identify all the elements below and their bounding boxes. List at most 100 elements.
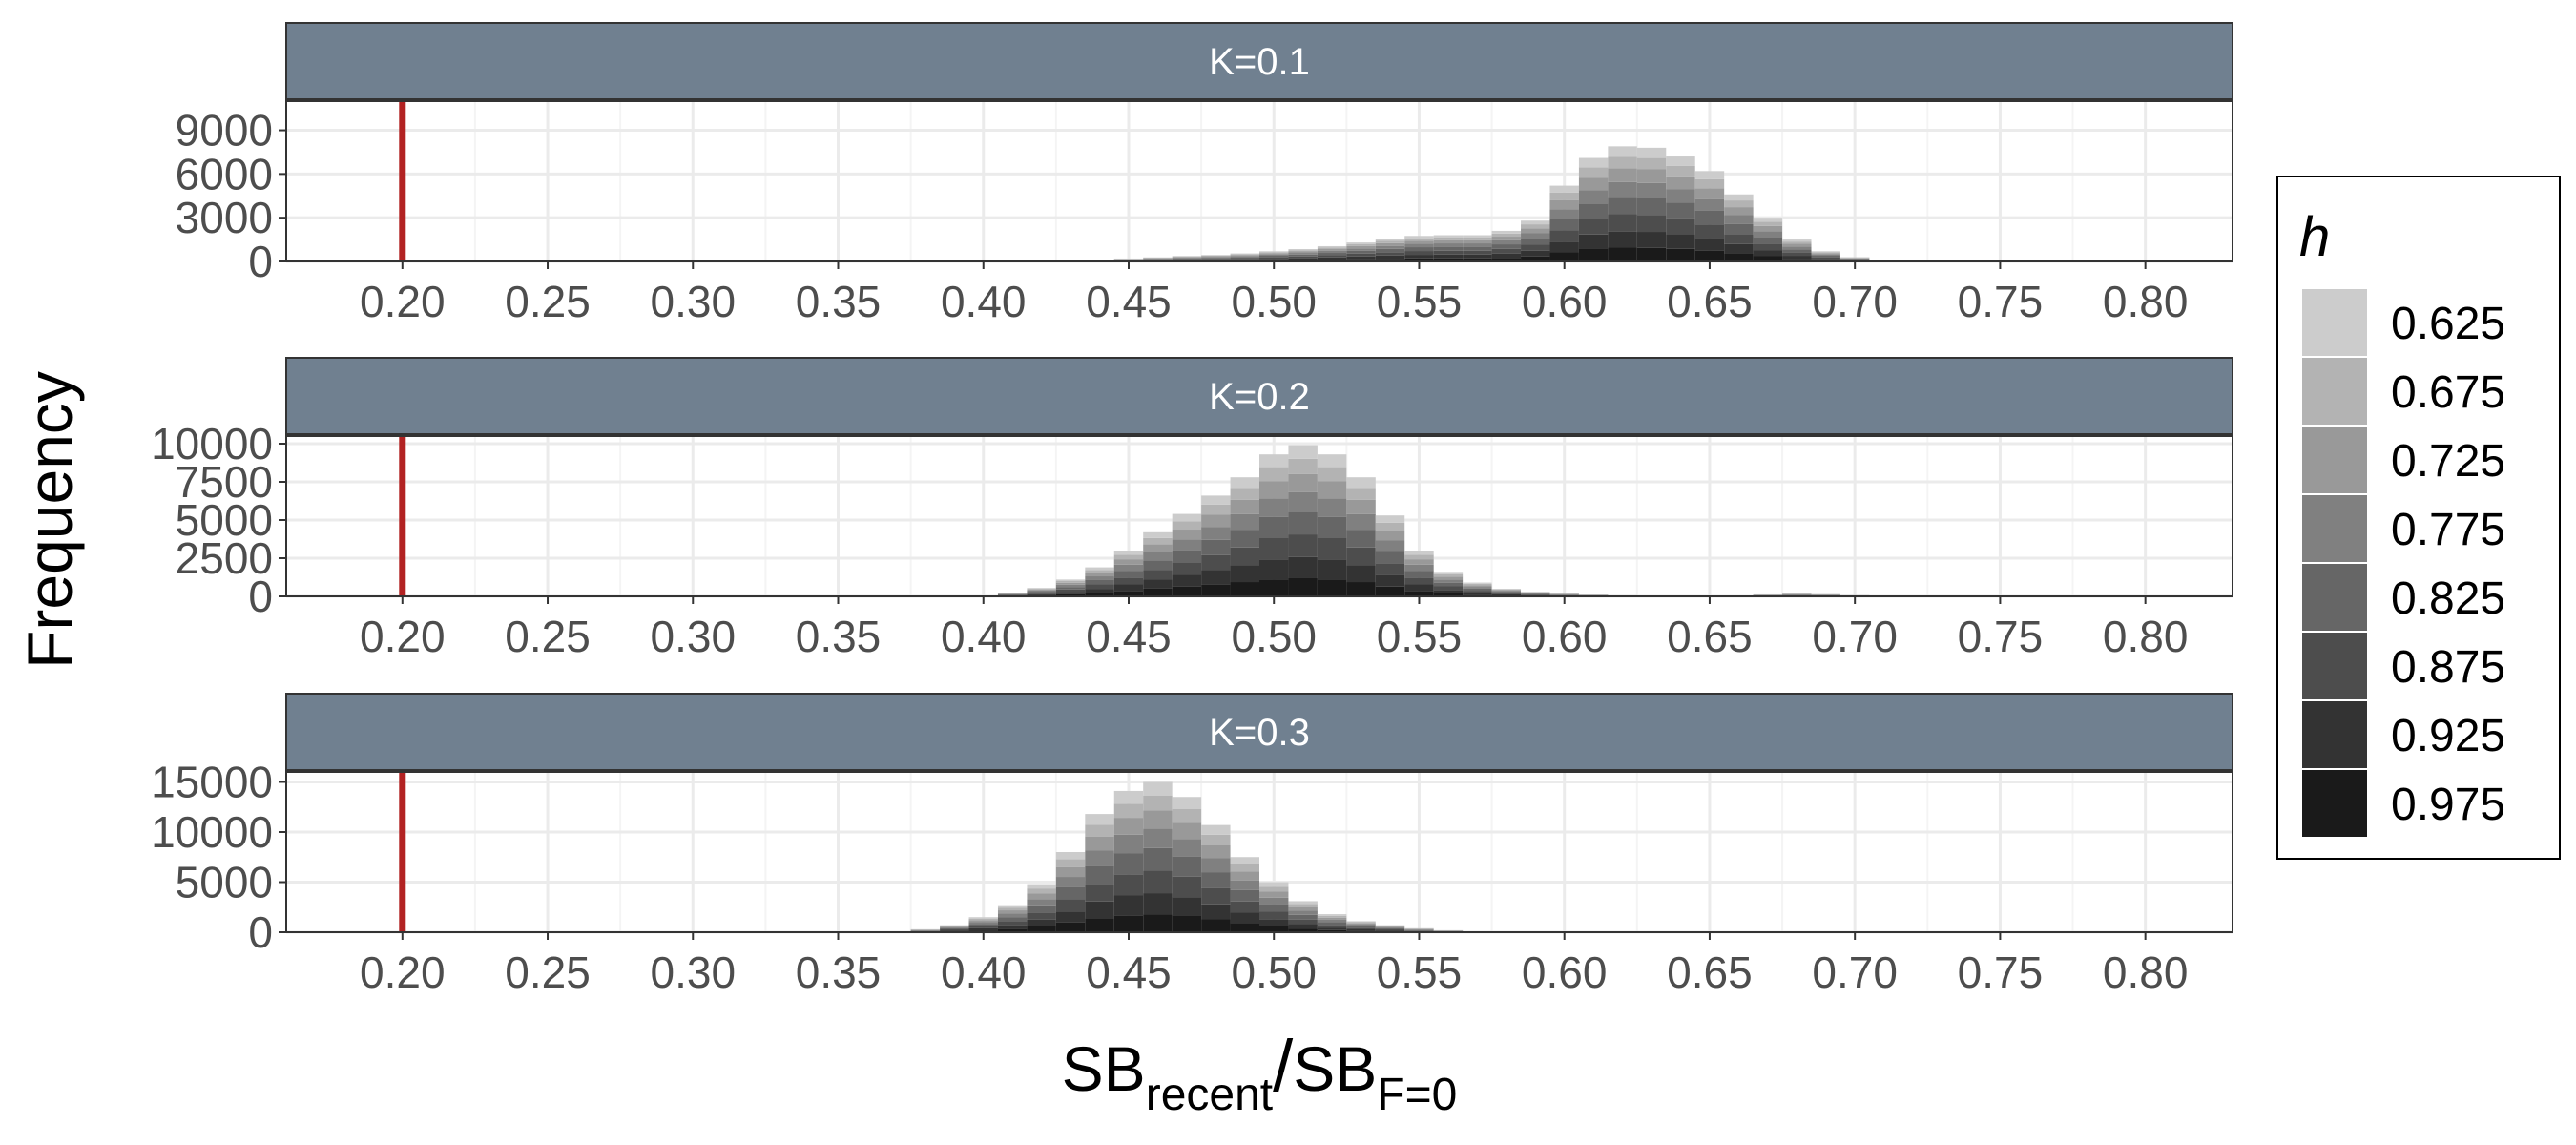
histogram-bar-segment (1230, 912, 1259, 924)
y-tick-label: 0 (248, 907, 273, 957)
histogram-bar-segment (1433, 576, 1464, 580)
histogram-bar-segment (1463, 591, 1492, 593)
y-tick-label: 5000 (176, 858, 273, 907)
panel-border (285, 100, 2233, 262)
histogram-bar-segment (1811, 259, 1840, 260)
histogram-bar-segment (1288, 258, 1318, 260)
histogram-bar-segment (997, 928, 1028, 932)
histogram-bar-segment (1288, 910, 1318, 915)
histogram-bar-segment (1230, 254, 1259, 256)
y-tick-label: 6000 (176, 149, 273, 198)
histogram-bar-segment (1172, 574, 1202, 587)
y-tick-label: 2500 (176, 533, 273, 583)
histogram-bar-segment (1230, 255, 1259, 257)
histogram-bar-segment (1085, 850, 1114, 866)
histogram-bar-segment (1055, 899, 1086, 912)
histogram-bar-segment (1259, 891, 1289, 898)
histogram-bar-segment (1753, 231, 1783, 238)
histogram-bar-segment (1317, 454, 1347, 468)
y-tick-label: 0 (248, 572, 273, 621)
histogram-bar-segment (1085, 884, 1114, 902)
legend-key (2300, 562, 2369, 633)
histogram-bar-segment (1811, 254, 1840, 257)
histogram-bar-segment (1172, 258, 1202, 260)
histogram-bar-segment (1143, 828, 1173, 848)
histogram-bar-segment (1724, 243, 1754, 254)
histogram-bar-segment (997, 917, 1028, 922)
x-tick-label: 0.20 (360, 277, 446, 326)
histogram-bar-segment (1521, 220, 1550, 225)
x-tick-label: 0.45 (1086, 612, 1172, 661)
histogram-bar-segment (1317, 914, 1347, 916)
histogram-bar-segment (1463, 254, 1492, 259)
histogram-bar-segment (1143, 810, 1173, 829)
histogram-bar-segment (1143, 259, 1173, 260)
histogram-bar-segment (968, 917, 998, 919)
x-tick-label: 0.80 (2103, 277, 2189, 326)
histogram-bar-segment (1521, 239, 1550, 245)
histogram-bar-segment (1724, 200, 1754, 208)
histogram-bar-segment (1724, 194, 1754, 201)
x-tick-label: 0.55 (1377, 612, 1463, 661)
histogram-bar-segment (1143, 795, 1173, 811)
histogram-bar-segment (1375, 531, 1405, 541)
histogram-bar-segment (1521, 256, 1550, 261)
histogram-bar-segment (1230, 901, 1259, 913)
histogram-bar-segment (1346, 926, 1376, 928)
y-tick-label: 10000 (151, 419, 273, 468)
histogram-bar-segment (1694, 171, 1725, 179)
histogram-bar-segment (1288, 906, 1318, 911)
histogram-bar-segment (1433, 586, 1464, 591)
histogram-bar-segment (1636, 215, 1667, 233)
histogram-bar-segment (1375, 930, 1405, 932)
histogram-bar-segment (1404, 238, 1434, 241)
histogram-bar-segment (1346, 513, 1376, 531)
histogram-bar-segment (1346, 547, 1376, 566)
histogram-bar-segment (1346, 927, 1376, 929)
histogram-bar-segment (1113, 571, 1144, 578)
histogram-bar-segment (1433, 579, 1464, 583)
histogram-bar-segment (1404, 559, 1434, 565)
legend-label: 0.625 (2391, 299, 2505, 349)
histogram-bar-segment (1578, 167, 1609, 178)
histogram-bar-segment (1201, 255, 1231, 257)
x-tick-label: 0.70 (1812, 277, 1898, 326)
histogram-bar-segment (1143, 847, 1173, 871)
histogram-bar-segment (1201, 904, 1231, 920)
histogram-bar-segment (1259, 259, 1289, 260)
legend-key (2300, 356, 2369, 427)
histogram-bar-segment (1782, 256, 1812, 260)
histogram-bar-segment (1549, 252, 1579, 261)
histogram-bar-segment (1404, 247, 1434, 252)
histogram-bar-segment (1027, 905, 1056, 913)
x-tick-label: 0.60 (1522, 277, 1608, 326)
histogram-bar-segment (1578, 248, 1609, 261)
histogram-bar-segment (1259, 498, 1289, 517)
histogram-bar-segment (1463, 243, 1492, 247)
histogram-bar-segment (1375, 926, 1405, 927)
y-tick-label: 3000 (176, 193, 273, 242)
y-tick-label: 10000 (151, 807, 273, 857)
histogram-bar-segment (1317, 919, 1347, 923)
histogram-bar-segment (1753, 256, 1783, 261)
histogram-bar-segment (1608, 146, 1637, 157)
histogram-bar-segment (1113, 803, 1144, 819)
histogram-bar-segment (1172, 257, 1202, 259)
histogram-bar-segment (1491, 589, 1522, 591)
histogram-bar-segment (1375, 240, 1405, 243)
histogram-bar-segment (1782, 252, 1812, 257)
histogram-bar-segment (1317, 927, 1347, 930)
histogram-bar-segment (1259, 904, 1289, 912)
histogram-bar-segment (1113, 551, 1144, 555)
histogram-bar-segment (1027, 926, 1056, 932)
x-tick-label: 0.75 (1958, 947, 2044, 997)
histogram-bar-segment (1113, 790, 1144, 804)
histogram-bar-segment (1230, 256, 1259, 258)
histogram-bar-segment (1113, 559, 1144, 565)
histogram-bar-segment (1549, 219, 1579, 231)
y-tick-label: 7500 (176, 457, 273, 507)
histogram-bar-segment (1491, 253, 1522, 259)
histogram-bar-segment (1201, 504, 1231, 515)
histogram-bar-segment (1317, 257, 1347, 260)
histogram-bar-segment (1375, 574, 1405, 587)
